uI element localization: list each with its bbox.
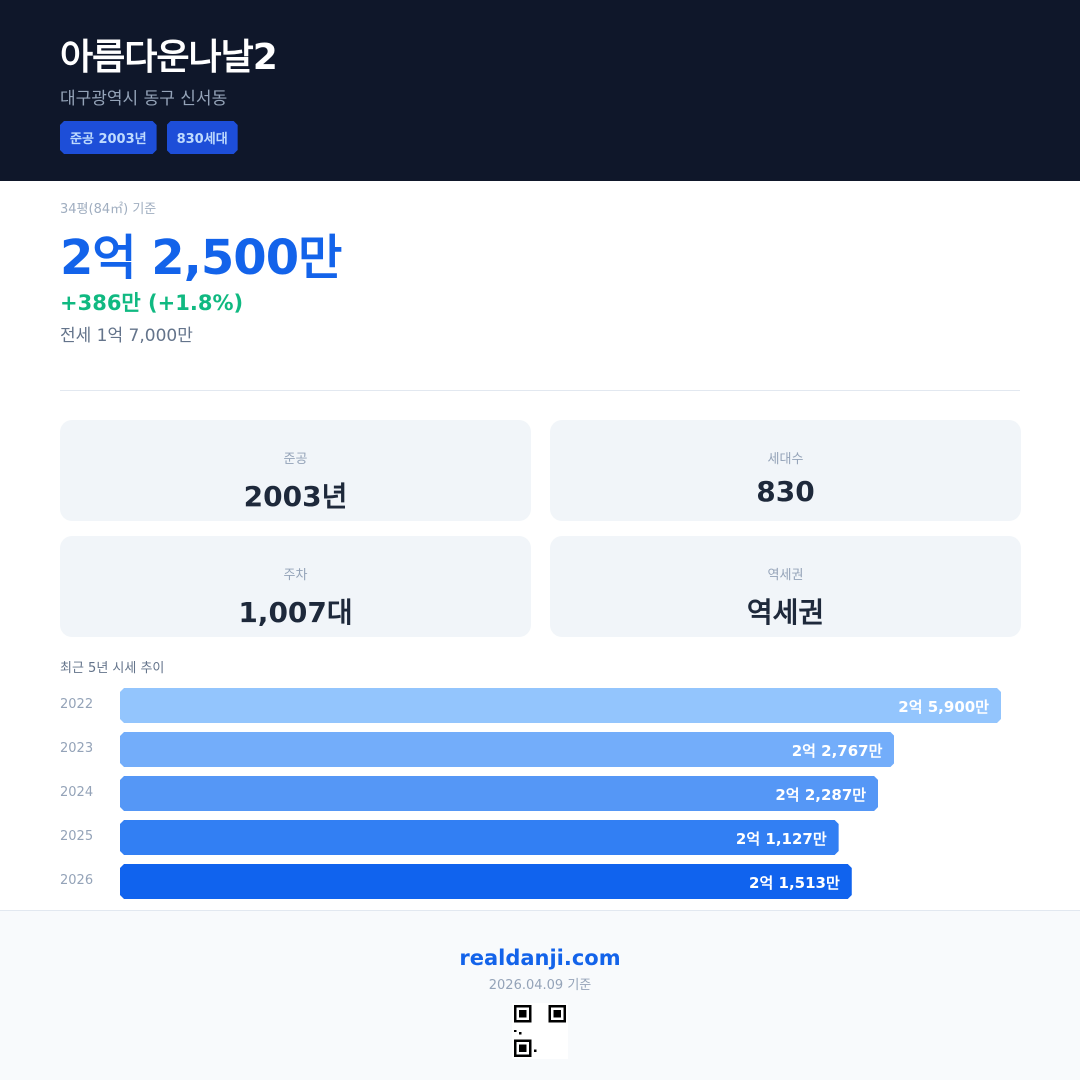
card-station: 역세권 역세권: [550, 536, 1021, 637]
date-basis: 2026.04.09 기준: [488, 978, 592, 993]
card-label: 주차: [283, 568, 308, 583]
chart-row: 2025 2억 1,127만: [60, 820, 1020, 855]
price-change: +386만 (+1.8%): [60, 291, 244, 315]
chart-row: 2026 2억 1,513만: [60, 864, 1020, 899]
chart-row: 2024 2억 2,287만: [60, 776, 1020, 811]
bar: 2억 5,900만: [120, 688, 1001, 723]
year-label: 2024: [60, 785, 94, 800]
bar-label: 2억 1,127만: [735, 830, 827, 848]
year-label: 2026: [60, 873, 94, 888]
site-link[interactable]: realdanji.com: [459, 946, 621, 970]
bar-label: 2억 1,513만: [749, 874, 840, 892]
card-label: 세대수: [767, 452, 804, 467]
qr-code-icon: [512, 1003, 568, 1059]
card-label: 역세권: [767, 568, 804, 583]
bar-label: 2억 2,287만: [775, 786, 867, 804]
bar: 2억 1,513만: [120, 864, 852, 899]
bar-label: 2억 5,900만: [898, 698, 989, 716]
card-label: 준공: [283, 452, 308, 467]
price-basis: 34평(84㎡) 기준: [60, 202, 157, 217]
address: 대구광역시 동구 신서동: [60, 89, 228, 109]
chart-row: 2022 2억 5,900만: [60, 688, 1020, 723]
card-value: 1,007대: [238, 596, 353, 629]
card-built: 준공 2003년: [60, 420, 531, 521]
bar-label: 2억 2,767만: [791, 742, 883, 760]
households-badge: 830세대: [167, 121, 238, 154]
price-value: 2억 2,500만: [60, 230, 342, 286]
bar: 2억 1,127만: [120, 820, 839, 855]
chart-row: 2023 2억 2,767만: [60, 732, 1020, 767]
complex-title: 아름다운나날2: [60, 37, 278, 78]
header: 아름다운나날2 대구광역시 동구 신서동 준공 2003년 830세대: [0, 0, 1080, 181]
card-value: 2003년: [243, 480, 348, 513]
footer: realdanji.com 2026.04.09 기준: [0, 910, 1080, 1080]
card-value: 830: [756, 475, 815, 508]
year-label: 2022: [60, 697, 94, 712]
divider: [60, 390, 1020, 391]
built-year-badge: 준공 2003년: [60, 121, 157, 154]
year-label: 2023: [60, 741, 94, 756]
card-parking: 주차 1,007대: [60, 536, 531, 637]
card-households: 세대수 830: [550, 420, 1021, 521]
bar: 2억 2,767만: [120, 732, 894, 767]
bar: 2억 2,287만: [120, 776, 878, 811]
card-value: 역세권: [746, 596, 825, 629]
jeonse-price: 전세 1억 7,000만: [60, 326, 193, 346]
year-label: 2025: [60, 829, 94, 844]
chart-title: 최근 5년 시세 추이: [60, 661, 165, 676]
